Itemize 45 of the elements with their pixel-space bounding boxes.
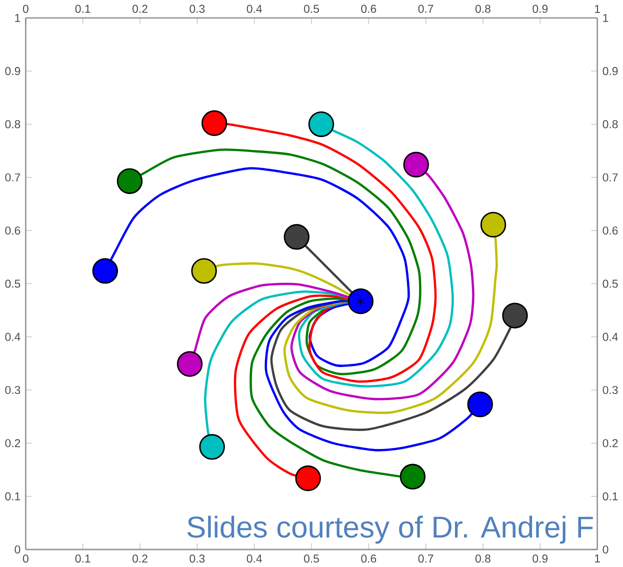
x2-tick-label: 0.8 — [475, 4, 490, 13]
x2-tick-label: 0.2 — [132, 4, 148, 13]
x-tick-label: 0.5 — [304, 554, 319, 562]
y2-tick-label: 0 — [602, 545, 608, 554]
x2-tick-label: 0.4 — [246, 4, 262, 13]
y2-tick-label: 0.1 — [602, 492, 618, 500]
x-tick-label: 0.2 — [132, 554, 148, 562]
x-tick-label: 0.7 — [418, 554, 434, 562]
x2-tick-label: 0.9 — [532, 4, 548, 13]
x-tick-label: 0 — [22, 554, 28, 562]
x2-tick-label: 0.5 — [304, 4, 319, 13]
y-tick-label: 0.4 — [5, 332, 20, 341]
x-tick-label: 0.8 — [475, 554, 490, 562]
x-tick-label: 0.4 — [246, 554, 262, 562]
x-tick-label: 0.9 — [532, 554, 548, 562]
y2-tick-label: 0.9 — [602, 66, 618, 75]
y2-tick-label: 1 — [603, 14, 608, 22]
x-tick-label: 0.6 — [361, 554, 376, 562]
x2-tick-label: 1 — [594, 4, 600, 13]
x2-tick-label: 0.3 — [190, 4, 205, 13]
y-tick-label: 0.9 — [5, 66, 20, 75]
y-tick-label: 0.8 — [5, 120, 20, 128]
x2-tick-label: 0.1 — [75, 4, 90, 13]
x-tick-label: 0.3 — [190, 554, 205, 562]
y-tick-label: 0.5 — [5, 279, 20, 288]
y-tick-label: 0.6 — [5, 226, 20, 234]
x-tick-label: 0.1 — [75, 554, 90, 562]
y-tick-label: 0.2 — [5, 438, 20, 448]
x2-tick-label: 0.7 — [418, 4, 434, 13]
annotation: Slides courtesy of Dr. Andrej F — [187, 516, 593, 544]
y2-tick-label: 0.2 — [602, 438, 618, 448]
y2-tick-label: 0.7 — [602, 173, 618, 182]
y-tick-label: 1 — [15, 14, 20, 22]
y-tick-label: 0.3 — [5, 386, 20, 394]
y2-tick-label: 0.4 — [602, 332, 618, 341]
y2-tick-label: 0.3 — [602, 386, 618, 394]
x2-tick-label: 0 — [22, 4, 28, 13]
y2-tick-label: 0.8 — [602, 120, 618, 128]
x-tick-label: 1 — [594, 554, 600, 562]
y2-tick-label: 0.6 — [602, 226, 618, 234]
y-tick-label: 0 — [14, 545, 20, 554]
y2-tick-label: 0.5 — [602, 279, 618, 288]
y-tick-label: 0.7 — [5, 173, 20, 182]
x2-tick-label: 0.6 — [361, 4, 376, 13]
y-tick-label: 0.1 — [5, 492, 20, 500]
